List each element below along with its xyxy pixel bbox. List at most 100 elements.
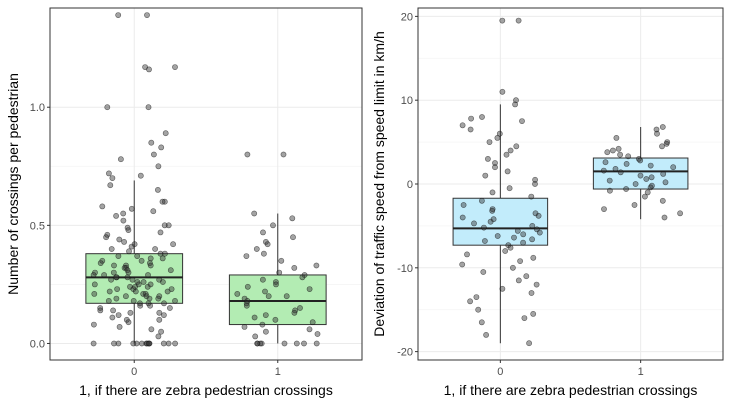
data-point	[530, 254, 537, 261]
data-point	[109, 175, 116, 181]
data-point	[118, 156, 124, 163]
data-point	[126, 248, 132, 255]
data-point	[167, 267, 174, 274]
data-point	[306, 326, 313, 333]
data-point	[111, 340, 117, 347]
data-point	[492, 164, 498, 171]
data-point	[499, 88, 506, 95]
data-point	[503, 151, 510, 158]
data-point	[251, 210, 258, 217]
data-point	[123, 293, 129, 300]
data-point	[158, 144, 165, 151]
y-tick-label: 0.0	[30, 338, 45, 350]
data-point	[632, 181, 639, 187]
data-point	[262, 288, 268, 295]
data-point	[108, 246, 115, 252]
data-point	[91, 290, 98, 297]
data-point	[259, 276, 266, 283]
data-point	[113, 274, 120, 281]
data-point	[482, 172, 489, 179]
data-point	[159, 198, 166, 205]
data-point	[297, 305, 303, 311]
data-point	[115, 253, 122, 259]
data-point	[244, 151, 251, 158]
data-point	[659, 143, 665, 150]
data-point	[264, 241, 271, 248]
data-point	[662, 179, 669, 186]
data-point	[492, 160, 498, 166]
data-point	[601, 206, 607, 212]
y-tick-label: 0	[407, 179, 413, 191]
data-point	[111, 262, 117, 269]
data-point	[314, 331, 321, 337]
data-point	[467, 298, 473, 305]
data-point	[617, 169, 624, 176]
x-axis-title: 1, if there are zebra pedestrian crossin…	[444, 382, 698, 398]
data-point	[128, 205, 135, 212]
data-point	[113, 295, 120, 302]
data-point	[110, 307, 116, 314]
data-point	[301, 340, 307, 347]
data-point	[663, 140, 670, 147]
data-point	[606, 177, 613, 184]
data-point	[654, 130, 660, 137]
data-point	[137, 302, 144, 309]
data-point	[517, 258, 523, 264]
data-point	[299, 274, 306, 281]
data-point	[91, 281, 98, 288]
data-point	[513, 143, 520, 150]
data-point	[105, 297, 112, 304]
data-point	[106, 288, 113, 295]
data-point	[604, 149, 611, 156]
data-point	[165, 340, 172, 347]
data-point	[114, 286, 120, 292]
y-tick-label: 1.0	[30, 102, 45, 114]
data-point	[647, 184, 654, 191]
data-point	[276, 269, 283, 276]
data-point	[519, 118, 525, 124]
data-point	[148, 326, 155, 333]
data-point	[260, 229, 266, 236]
data-point	[612, 165, 619, 172]
data-point	[172, 340, 178, 347]
data-point	[272, 316, 279, 323]
data-point	[257, 340, 264, 347]
data-point	[283, 293, 290, 300]
data-point	[91, 321, 97, 328]
data-point	[90, 340, 97, 347]
data-point	[161, 250, 168, 257]
data-point	[115, 340, 122, 347]
data-point	[115, 12, 122, 18]
data-point	[241, 323, 248, 330]
data-point	[513, 97, 519, 104]
data-point	[166, 305, 173, 311]
data-point	[146, 295, 153, 302]
data-point	[157, 229, 164, 236]
y-tick-label: -20	[397, 347, 413, 359]
data-point	[109, 314, 116, 321]
data-point	[530, 310, 537, 317]
data-point	[484, 155, 491, 162]
data-point	[148, 139, 155, 146]
data-point	[637, 172, 644, 179]
data-point	[110, 269, 117, 276]
data-point	[464, 251, 470, 258]
data-point	[306, 286, 313, 292]
data-point	[150, 208, 157, 215]
data-point	[120, 217, 127, 224]
data-point	[101, 272, 107, 278]
data-point	[532, 181, 538, 187]
data-point	[128, 243, 135, 250]
data-point	[130, 340, 137, 347]
data-point	[473, 294, 480, 300]
data-point	[291, 264, 298, 271]
data-point	[309, 319, 316, 326]
data-point	[160, 340, 167, 347]
data-point	[152, 246, 158, 252]
data-point	[642, 193, 648, 200]
data-point	[468, 115, 474, 122]
data-point	[252, 333, 259, 340]
panel-border	[49, 7, 363, 361]
data-point	[313, 262, 320, 269]
data-point	[106, 170, 112, 177]
